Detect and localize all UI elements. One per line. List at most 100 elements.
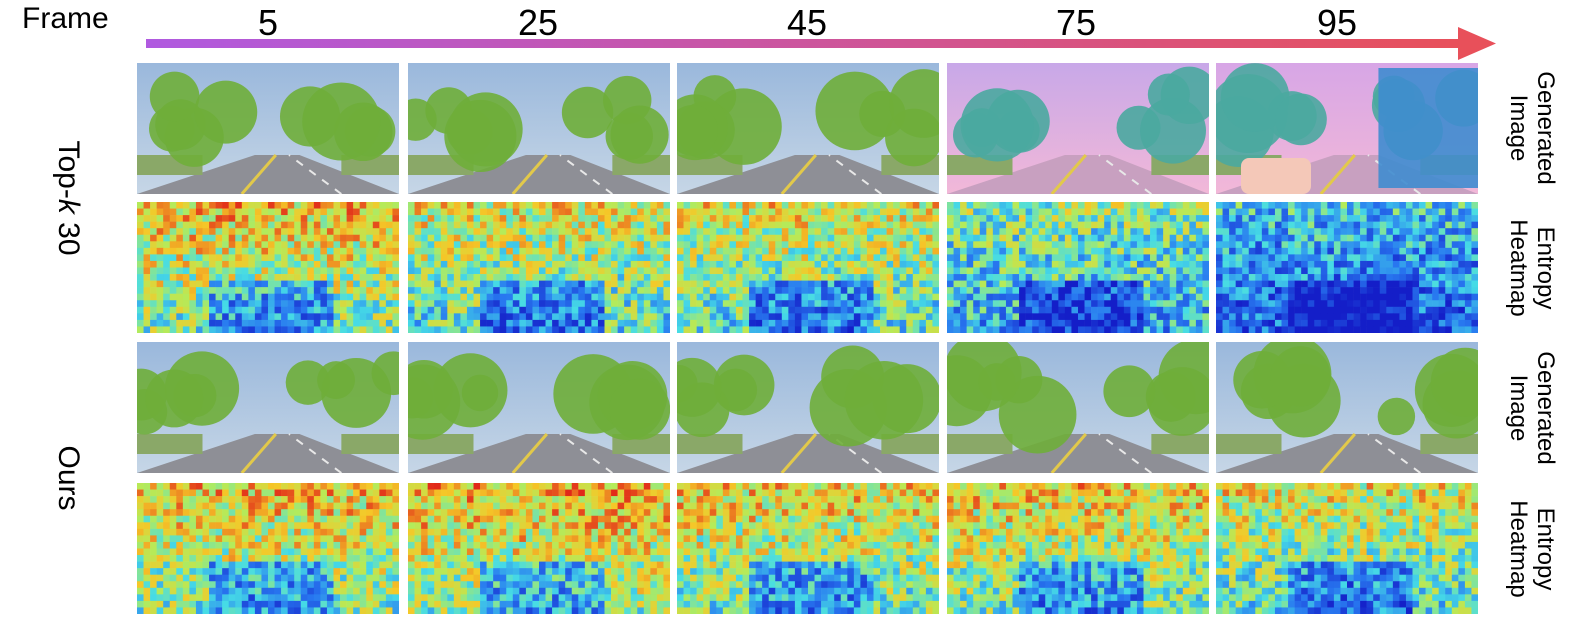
lane-dash [828,154,882,194]
generated-image-g2-frame-5 [137,342,399,473]
tree [1103,365,1156,418]
verge-right [881,434,939,454]
tree [815,71,895,151]
road [677,155,939,194]
entropy-heatmap-g1-frame-75 [947,202,1209,333]
lane-line [1050,433,1087,473]
verge-left [137,434,203,454]
tree [677,105,718,156]
tree [302,82,381,161]
lane-dash [1367,433,1421,473]
entropy-heatmap-g2-frame-95 [1216,483,1478,614]
tree [1377,397,1416,436]
road [137,155,399,194]
tree [844,361,924,440]
tree [677,357,722,417]
frame-number-95: 95 [1316,2,1358,43]
entropy-heatmap-g2-frame-5 [137,483,399,614]
road [408,155,670,194]
lane-dash [1098,154,1152,194]
verge-left [1216,434,1282,454]
verge-right [1151,434,1209,454]
tree [998,375,1077,454]
tree [1270,346,1331,407]
tree [960,88,1034,162]
road [408,434,670,473]
lane-dash [288,154,342,194]
frame-number-75: 75 [1055,2,1097,43]
tree [444,99,517,173]
row-label-entropy-heatmap-2: Entropy Heatmap [1505,500,1559,598]
road [677,434,939,473]
generated-image-g1-frame-5 [137,63,399,194]
tree [194,80,258,144]
tree [149,71,200,122]
road [1216,434,1478,473]
lane-line [1319,433,1356,473]
lane-line [780,154,817,194]
row-label-generated-image-1: Generated Image [1505,71,1559,185]
lane-line [1050,154,1087,194]
tree [145,369,204,428]
generated-image-g1-frame-95 [1216,63,1478,194]
frame-axis-label: Frame [22,2,109,35]
verge-left [947,434,1013,454]
tree [609,378,670,440]
tree [978,363,1016,401]
generated-image-g2-frame-95 [1216,342,1478,473]
car [1241,158,1311,194]
lane-line [511,433,548,473]
entropy-heatmap-g2-frame-75 [947,483,1209,614]
row-label-generated-image-2: Generated Image [1505,351,1559,465]
tree [561,86,614,139]
tree [461,374,499,412]
lane-dash [559,433,613,473]
generated-image-g2-frame-25 [408,342,670,473]
road [947,434,1209,473]
tree [1275,93,1327,146]
tree [408,364,461,440]
timeline-shaft [146,39,1462,48]
lane-dash [1098,433,1152,473]
building [1378,68,1478,188]
lane-line [780,433,817,473]
entropy-heatmap-g2-frame-25 [408,483,670,614]
generated-image-g1-frame-25 [408,63,670,194]
entropy-heatmap-g1-frame-25 [408,202,670,333]
frame-number-25: 25 [517,2,559,43]
entropy-heatmap-g2-frame-45 [677,483,939,614]
verge-right [341,434,399,454]
frame-number-5: 5 [257,2,279,43]
group-label-ours: Ours [52,445,85,511]
tree [1430,347,1478,417]
road [947,155,1209,194]
timeline-arrowhead [1458,27,1496,60]
tree [1147,73,1190,116]
verge-left [677,434,743,454]
frame-number-45: 45 [786,2,828,43]
lane-dash [288,433,342,473]
entropy-heatmap-g1-frame-5 [137,202,399,333]
tree [285,360,331,405]
tree [371,351,399,396]
lane-line [1319,154,1356,194]
tree [610,105,669,164]
tree [408,98,437,141]
lane-line [240,433,277,473]
generated-image-g2-frame-45 [677,342,939,473]
verge-right [1420,434,1478,454]
entropy-heatmap-g1-frame-95 [1216,202,1478,333]
group-label-topk30: Top-k 30 [52,140,85,256]
lane-line [240,154,277,194]
entropy-heatmap-g1-frame-45 [677,202,939,333]
lane-line [511,154,548,194]
tree [889,69,939,138]
lane-dash [559,154,613,194]
generated-image-g2-frame-75 [947,342,1209,473]
tree [1147,367,1209,436]
generated-image-g1-frame-45 [677,63,939,194]
road [137,434,399,473]
timeline-arrow [146,27,1496,60]
generated-image-g1-frame-75 [947,63,1209,194]
tree [1220,63,1290,132]
